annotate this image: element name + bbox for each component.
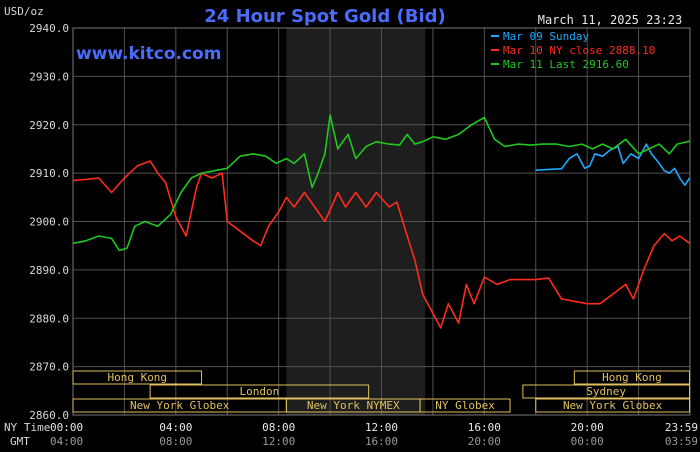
x-tick-label-ny: 04:00 [159, 421, 192, 434]
y-tick-label: 2940.0 [29, 22, 69, 35]
market-session-box [535, 398, 690, 413]
chart-timestamp: March 11, 2025 23:23 [538, 13, 683, 27]
y-tick-label: 2860.0 [29, 409, 69, 422]
y-tick-label: 2920.0 [29, 119, 69, 132]
market-session-label: New York Globex [563, 399, 663, 412]
legend-entry: Mar 11 Last 2916.60 [503, 58, 629, 71]
x-tick-label-ny: 08:00 [262, 421, 295, 434]
y-tick-label: 2910.0 [29, 167, 69, 180]
series-line-1 [72, 160, 690, 329]
market-session-label: New York NYMEX [307, 399, 400, 412]
legend-entry: Mar 10 NY close 2888.10 [503, 44, 655, 57]
legend-entry: Mar 09 Sunday [503, 30, 589, 43]
series-line-0 [535, 143, 691, 186]
x-tick-label-gmt: 00:00 [571, 435, 604, 448]
x-tick-label-gmt: 04:00 [50, 435, 83, 448]
x-tick-label-gmt: 03:59 [665, 435, 698, 448]
x-axis-ny-time-label: NY Time [4, 421, 50, 434]
x-tick-label-gmt: 08:00 [159, 435, 192, 448]
x-tick-label-ny: 16:00 [468, 421, 501, 434]
kitco-watermark: www.kitco.com [76, 44, 221, 64]
series-line-2 [72, 114, 690, 252]
x-tick-label-ny: 23:59 [665, 421, 698, 434]
y-tick-labels: 2940.0 2930.0 2920.0 2910.0 2900.0 2890.0 2880… [29, 22, 69, 422]
chart-title: 24 Hour Spot Gold (Bid) [204, 6, 445, 27]
y-tick-label: 2930.0 [29, 70, 69, 83]
x-tick-label-ny: 20:00 [571, 421, 604, 434]
x-tick-label-gmt: 20:00 [468, 435, 501, 448]
x-tick-label-gmt: 12:00 [262, 435, 295, 448]
y-axis-unit-label: USD/oz [4, 5, 44, 18]
plot-frame [72, 27, 691, 416]
x-tick-label-gmt: 16:00 [365, 435, 398, 448]
market-session-box [419, 398, 511, 413]
market-session-label: Hong Kong [107, 371, 167, 384]
y-tick-label: 2900.0 [29, 216, 69, 229]
market-session-label: London [240, 385, 280, 398]
x-tick-label-ny: 00:00 [50, 421, 83, 434]
series-lines [72, 114, 691, 329]
x-tick-labels: 00:0004:0004:0008:0008:0012:0012:0016:00… [50, 421, 698, 448]
y-tick-label: 2890.0 [29, 264, 69, 277]
market-session-label: Sydney [586, 385, 626, 398]
y-tick-label: 2880.0 [29, 312, 69, 325]
market-session-box [522, 384, 690, 399]
market-session-box [72, 370, 203, 385]
market-session-label: NY Globex [435, 399, 495, 412]
y-tick-label: 2870.0 [29, 361, 69, 374]
market-session-label: Hong Kong [602, 371, 662, 384]
market-session-box [149, 384, 370, 399]
market-session-label: New York Globex [130, 399, 230, 412]
market-session-box [573, 370, 690, 385]
x-axis-gmt-label: GMT [10, 435, 30, 448]
x-tick-label-ny: 12:00 [365, 421, 398, 434]
